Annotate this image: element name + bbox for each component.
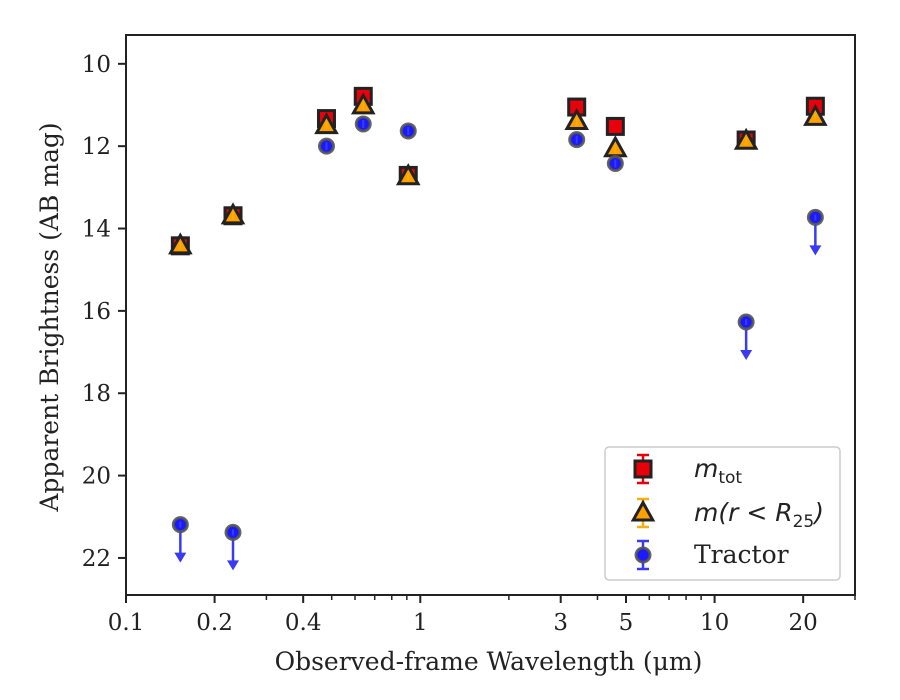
data-point — [606, 154, 624, 172]
y-axis-label: Apparent Brightness (AB mag) — [35, 122, 64, 512]
x-tick-label: 0.1 — [108, 610, 145, 636]
legend-label: mtot — [694, 454, 742, 488]
legend-marker-square — [633, 459, 653, 479]
upper-limit-arrowhead — [740, 350, 753, 360]
plot-marks — [168, 86, 828, 571]
legend-label: m(r < R25) — [694, 498, 824, 532]
upper-limit-arrowhead — [174, 552, 187, 563]
data-point — [733, 127, 759, 150]
data-point — [220, 202, 246, 225]
data-point — [737, 313, 755, 360]
x-tick-label: 1 — [413, 610, 428, 636]
y-tick-label: 14 — [82, 217, 111, 243]
data-point — [399, 122, 417, 140]
data-point — [395, 163, 421, 186]
x-tick-label: 0.4 — [285, 610, 322, 636]
upper-limit-arrowhead — [809, 245, 822, 256]
plot-frame — [125, 34, 856, 596]
data-point — [354, 115, 372, 133]
data-point — [564, 107, 590, 131]
legend-entry: mtot — [633, 453, 742, 488]
legend-entry: Tractor — [634, 539, 789, 571]
y-tick-label: 12 — [82, 134, 111, 160]
x-tick-label: 3 — [553, 610, 568, 636]
data-point — [168, 232, 193, 255]
x-tick-label: 5 — [619, 610, 634, 636]
data-point — [568, 131, 586, 149]
data-point — [314, 112, 339, 135]
upper-limit-arrowhead — [227, 560, 240, 571]
series-m-r-r25- — [168, 92, 828, 255]
legend-marker-triangle — [630, 499, 656, 522]
y-tick-label: 20 — [82, 464, 111, 490]
data-point — [350, 92, 376, 115]
legend-label: Tractor — [694, 540, 789, 569]
series-m-tot — [170, 86, 825, 256]
x-tick-label: 10 — [700, 610, 729, 636]
y-tick-label: 22 — [82, 546, 111, 572]
data-point — [806, 208, 824, 256]
data-point — [603, 135, 628, 158]
legend-entry: m(r < R25) — [630, 497, 824, 532]
data-point — [224, 523, 242, 571]
data-point — [605, 116, 625, 136]
data-point — [171, 516, 189, 563]
axes: 0.1 0.2 0.4 1 3 5 10 20 10 12 14 16 18 20 22 Observed-f… — [35, 34, 856, 676]
x-tick-label: 20 — [789, 610, 818, 636]
y-tick-label: 10 — [82, 52, 111, 78]
x-axis-label: Observed-frame Wavelength (μm) — [275, 647, 703, 676]
legend: mtot m(r < R25) Tractor — [604, 446, 841, 581]
x-tick-label: 0.2 — [196, 610, 233, 636]
series-tractor — [171, 115, 824, 571]
legend-marker-circle — [634, 546, 652, 564]
y-tick-label: 16 — [82, 299, 111, 325]
data-point — [803, 103, 828, 126]
legend-box — [604, 446, 841, 581]
y-tick-label: 18 — [82, 381, 111, 407]
data-point — [317, 137, 335, 155]
